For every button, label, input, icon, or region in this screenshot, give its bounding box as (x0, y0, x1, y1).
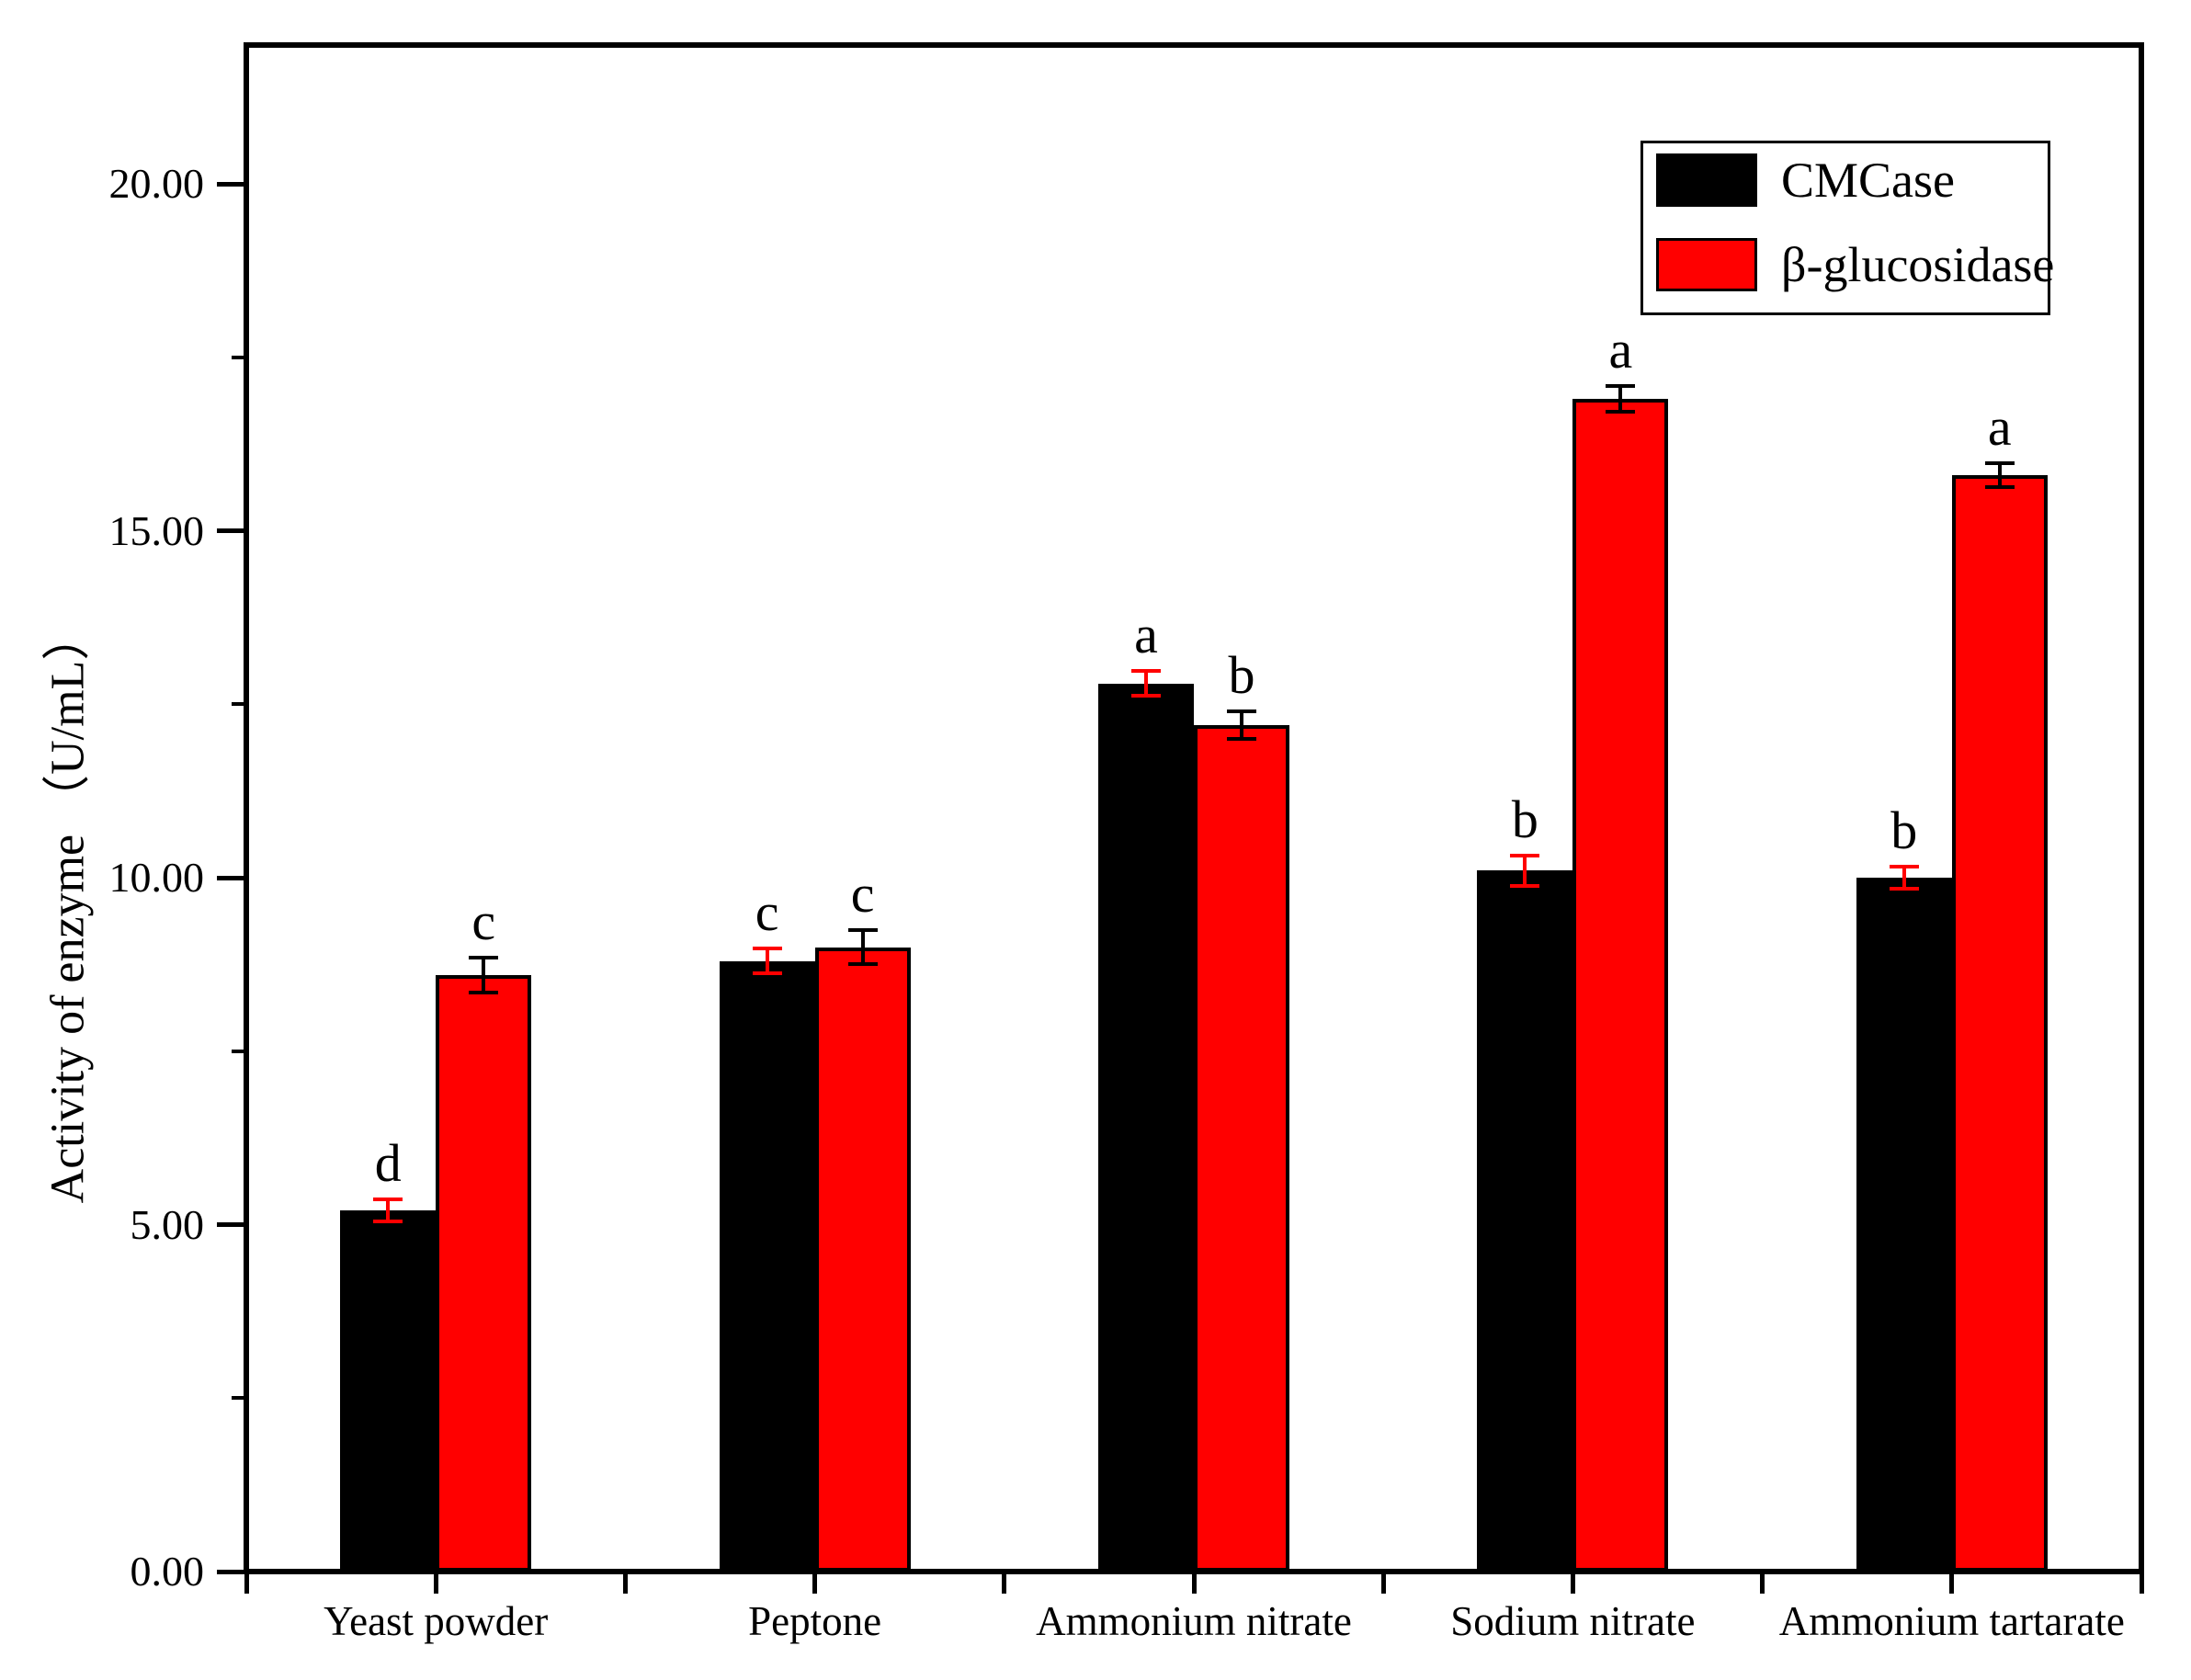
legend-swatch-beta-glucosidase (1656, 238, 1757, 291)
error-bar-cap-top (847, 927, 878, 932)
x-tick (1760, 1572, 1765, 1594)
y-tick-label: 20.00 (108, 160, 205, 207)
significance-letter: a (1608, 319, 1633, 380)
y-tick-minor (232, 355, 246, 359)
error-bar-cap-bottom (469, 990, 499, 994)
y-tick-label: 15.00 (108, 506, 205, 554)
error-bar-cap-top (752, 947, 782, 950)
error-bar-cap-bottom (752, 971, 782, 976)
bar-cmcase (1477, 870, 1573, 1572)
error-bar-cap-bottom (1131, 694, 1161, 698)
bar-cmcase (340, 1210, 437, 1572)
significance-letter: c (850, 863, 875, 924)
significance-letter: c (471, 891, 496, 951)
y-tick-minor (232, 702, 246, 707)
error-bar-cap-top (1889, 864, 1919, 868)
y-axis-title: Activity of enzyme （U/mL） (41, 612, 95, 1204)
x-tick (2139, 1572, 2144, 1594)
y-tick-minor (232, 1049, 246, 1053)
error-bar-whisker (482, 957, 486, 993)
error-bar-cap-bottom (1984, 484, 2015, 489)
bar-beta-glucosidase (1194, 724, 1289, 1572)
x-tick (1570, 1572, 1575, 1594)
y-tick-major (217, 528, 246, 533)
x-tick (1380, 1572, 1386, 1594)
significance-letter: c (755, 882, 779, 942)
error-bar-whisker (1618, 385, 1623, 413)
y-tick-major (217, 875, 246, 880)
bar-cmcase (719, 960, 815, 1572)
x-tick (244, 1572, 249, 1594)
y-tick-major (217, 181, 246, 187)
bar-cmcase (1098, 683, 1194, 1572)
error-bar-whisker (386, 1199, 391, 1222)
legend: CMCase β-glucosidase (1640, 141, 2054, 315)
x-category-label: Ammonium tartarate (1778, 1598, 2125, 1644)
significance-letter: a (1987, 397, 2012, 458)
significance-letter: b (1890, 800, 1918, 860)
x-tick (812, 1572, 818, 1594)
x-category-label: Peptone (748, 1598, 882, 1644)
error-bar-cap-bottom (1606, 410, 1636, 414)
legend-item-beta-glucosidase: β-glucosidase (1656, 238, 2054, 291)
x-tick (1002, 1572, 1007, 1594)
error-bar-whisker (860, 929, 865, 965)
error-bar-cap-top (1131, 669, 1161, 673)
y-tick-minor (232, 1396, 246, 1401)
bar-beta-glucosidase (1572, 399, 1669, 1572)
error-bar-cap-bottom (373, 1220, 403, 1224)
x-category-label: Ammonium nitrate (1036, 1598, 1352, 1644)
x-tick (1191, 1572, 1197, 1594)
x-category-label: Yeast powder (324, 1598, 549, 1644)
x-tick (1949, 1572, 1955, 1594)
legend-label-beta-glucosidase: β-glucosidase (1781, 237, 2055, 292)
error-bar-whisker (1144, 671, 1148, 697)
significance-letter: b (1228, 644, 1255, 705)
error-bar-whisker (765, 948, 769, 974)
error-bar-cap-top (1227, 709, 1256, 713)
y-tick-label: 10.00 (108, 854, 205, 901)
error-bar-whisker (1240, 710, 1243, 739)
error-bar-whisker (1523, 855, 1527, 887)
error-bar-cap-top (1984, 461, 2015, 466)
error-bar-cap-bottom (1510, 884, 1540, 889)
significance-letter: b (1511, 789, 1538, 849)
error-bar-whisker (1902, 866, 1906, 890)
error-bar-cap-top (1606, 383, 1636, 388)
y-tick-label: 5.00 (130, 1200, 205, 1248)
legend-item-cmcase: CMCase (1656, 153, 1955, 207)
error-bar-cap-top (469, 955, 499, 959)
error-bar-whisker (1997, 463, 2002, 487)
error-bar-cap-bottom (847, 962, 878, 967)
x-tick (433, 1572, 438, 1594)
error-bar-cap-top (1510, 853, 1540, 857)
y-tick-major (217, 1222, 246, 1227)
significance-letter: d (374, 1133, 402, 1194)
error-bar-cap-bottom (1889, 887, 1919, 891)
legend-label-cmcase: CMCase (1781, 153, 1955, 208)
significance-letter: a (1134, 605, 1158, 664)
legend-swatch-cmcase (1656, 153, 1757, 207)
error-bar-cap-top (373, 1198, 403, 1202)
bar-beta-glucosidase (1951, 475, 2048, 1572)
y-tick-major (217, 1569, 246, 1574)
x-tick (622, 1572, 628, 1594)
error-bar-cap-bottom (1227, 737, 1256, 741)
x-category-label: Sodium nitrate (1450, 1598, 1696, 1644)
y-tick-label: 0.00 (130, 1548, 205, 1595)
